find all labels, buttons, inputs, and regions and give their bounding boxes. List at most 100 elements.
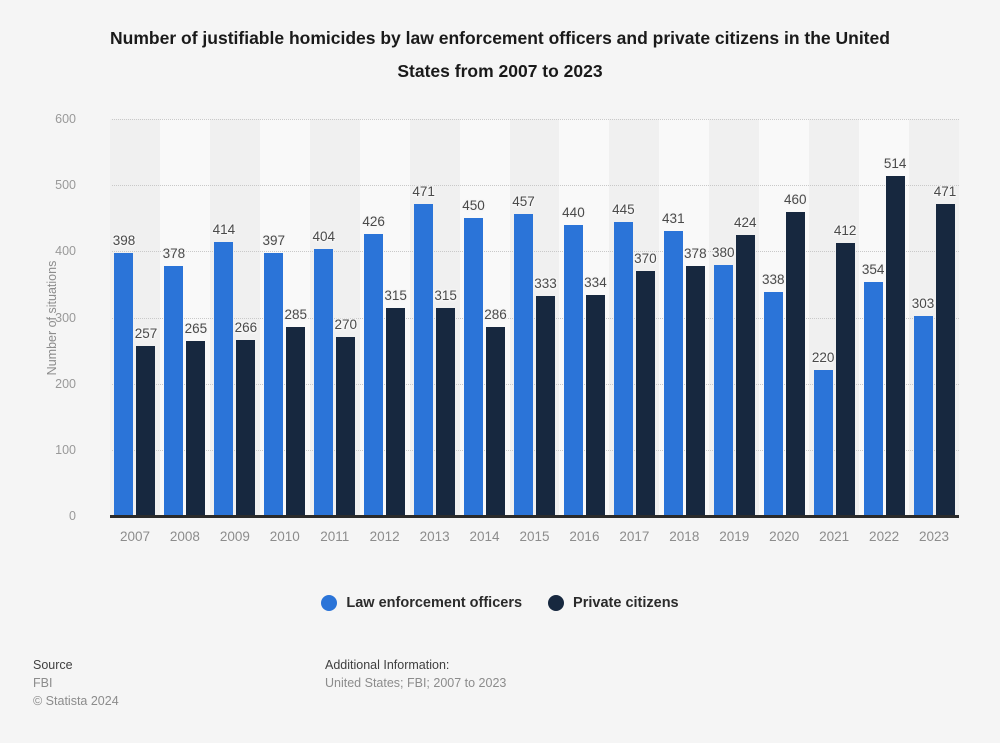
y-tick-label-200: 200 — [55, 376, 76, 391]
legend-label-law-enforcement: Law enforcement officers — [346, 595, 523, 611]
value-label-private-citizens-2014: 286 — [484, 306, 507, 322]
bar-law-enforcement-2020[interactable] — [763, 292, 783, 516]
value-label-private-citizens-2013: 315 — [434, 287, 457, 303]
value-label-law-enforcement-2012: 426 — [362, 214, 385, 230]
bar-private-citizens-2021[interactable] — [835, 243, 855, 516]
bar-law-enforcement-2015[interactable] — [514, 213, 533, 516]
x-tick-label-2021: 2021 — [819, 529, 850, 544]
legend-item-law-enforcement[interactable]: Law enforcement officers — [321, 595, 522, 611]
bar-law-enforcement-2008[interactable] — [164, 265, 184, 516]
y-tick-label-500: 500 — [55, 178, 76, 193]
y-tick-label-300: 300 — [55, 310, 76, 325]
x-axis-line — [110, 515, 959, 518]
bar-law-enforcement-2022[interactable] — [863, 281, 883, 516]
bar-private-citizens-2019[interactable] — [735, 235, 755, 516]
bar-private-citizens-2012[interactable] — [386, 307, 406, 516]
value-label-law-enforcement-2014: 450 — [462, 198, 485, 214]
source-label: Source — [33, 658, 73, 672]
x-tick-label-2018: 2018 — [669, 529, 700, 544]
bar-private-citizens-2007[interactable] — [136, 345, 156, 516]
value-label-private-citizens-2007: 257 — [134, 325, 158, 341]
plot-area: 398 378 414 397 404 426 471 450 457 440 445 431 380 3… — [110, 119, 959, 516]
y-tick-label-100: 100 — [55, 442, 76, 457]
legend-dot-private-citizens-icon — [548, 595, 565, 611]
bar-private-citizens-2011[interactable] — [336, 337, 356, 516]
bar-law-enforcement-2012[interactable] — [364, 234, 384, 516]
value-label-private-citizens-2021: 412 — [833, 223, 857, 239]
bar-private-citizens-2016[interactable] — [585, 295, 605, 516]
bar-private-citizens-2018[interactable] — [685, 265, 705, 516]
bar-private-citizens-2022[interactable] — [885, 175, 905, 516]
gridline-500 — [112, 185, 959, 187]
value-label-private-citizens-2015: 333 — [534, 275, 557, 291]
value-label-private-citizens-2012: 315 — [384, 287, 407, 303]
x-tick-label-2019: 2019 — [719, 529, 750, 544]
legend-item-private-citizens[interactable]: Private citizens — [548, 595, 679, 611]
value-label-private-citizens-2020: 460 — [783, 191, 807, 207]
y-tick-label-600: 600 — [55, 112, 76, 126]
x-tick-label-2020: 2020 — [769, 529, 800, 544]
bar-private-citizens-2017[interactable] — [635, 271, 655, 516]
x-tick-label-2012: 2012 — [369, 529, 400, 544]
bar-private-citizens-2023[interactable] — [935, 204, 955, 516]
bar-private-citizens-2015[interactable] — [536, 295, 555, 516]
x-tick-label-2008: 2008 — [169, 529, 200, 544]
value-label-law-enforcement-2008: 378 — [162, 245, 186, 261]
bar-law-enforcement-2011[interactable] — [314, 248, 334, 516]
x-tick-label-2015: 2015 — [519, 529, 550, 544]
bar-law-enforcement-2023[interactable] — [913, 315, 933, 516]
value-label-law-enforcement-2021: 220 — [811, 350, 835, 366]
value-label-law-enforcement-2023: 303 — [911, 295, 935, 311]
gridline-600 — [112, 119, 959, 120]
legend-label-private-citizens: Private citizens — [573, 595, 679, 611]
y-tick-label-400: 400 — [55, 244, 76, 259]
y-axis: 0 100 200 300 400 500 600 — [0, 112, 90, 523]
value-label-law-enforcement-2016: 440 — [562, 204, 585, 220]
value-label-private-citizens-2017: 370 — [634, 251, 657, 267]
bar-private-citizens-2009[interactable] — [236, 340, 256, 516]
legend-dot-law-enforcement-icon — [321, 595, 338, 611]
chart-title: Number of justifiable homicides by law e… — [110, 28, 890, 81]
bar-law-enforcement-2013[interactable] — [414, 204, 434, 516]
value-label-private-citizens-2022: 514 — [883, 155, 907, 171]
x-tick-label-2007: 2007 — [119, 529, 150, 544]
copyright: © Statista 2024 — [33, 694, 119, 708]
gridline-100 — [112, 449, 959, 451]
bar-private-citizens-2008[interactable] — [186, 340, 206, 516]
bar-law-enforcement-2007[interactable] — [114, 252, 134, 516]
x-tick-label-2017: 2017 — [619, 529, 650, 544]
value-label-private-citizens-2009: 266 — [234, 320, 258, 335]
bar-law-enforcement-2014[interactable] — [464, 218, 484, 516]
bar-private-citizens-2010[interactable] — [286, 327, 306, 516]
x-tick-label-2013: 2013 — [419, 529, 450, 544]
value-label-law-enforcement-2010: 397 — [262, 233, 286, 249]
bar-private-citizens-2014[interactable] — [486, 326, 506, 516]
bar-private-citizens-2013[interactable] — [436, 307, 456, 516]
footer-additional-block: Additional Information: United States; F… — [325, 656, 506, 692]
additional-info-value: United States; FBI; 2007 to 2023 — [325, 676, 507, 690]
value-label-law-enforcement-2015: 457 — [512, 193, 535, 209]
bar-law-enforcement-2016[interactable] — [563, 224, 583, 516]
bar-law-enforcement-2017[interactable] — [613, 221, 633, 516]
source-value: FBI — [33, 676, 53, 690]
value-label-law-enforcement-2007: 398 — [112, 232, 136, 248]
value-label-private-citizens-2010: 285 — [284, 307, 308, 323]
value-label-private-citizens-2011: 270 — [334, 317, 357, 333]
bar-law-enforcement-2019[interactable] — [713, 264, 733, 516]
bar-law-enforcement-2018[interactable] — [663, 230, 683, 516]
value-label-private-citizens-2019: 424 — [733, 215, 757, 231]
footer-source-block: Source FBI © Statista 2024 — [33, 656, 119, 710]
bar-law-enforcement-2009[interactable] — [214, 242, 234, 516]
value-label-private-citizens-2018: 378 — [684, 245, 707, 261]
bar-law-enforcement-2010[interactable] — [264, 253, 284, 516]
x-tick-label-2016: 2016 — [569, 529, 600, 544]
gridline-300 — [112, 317, 959, 319]
value-label-law-enforcement-2011: 404 — [312, 228, 335, 244]
value-label-law-enforcement-2018: 431 — [662, 210, 685, 226]
value-label-law-enforcement-2009: 414 — [212, 222, 236, 238]
y-tick-label-0: 0 — [69, 509, 76, 523]
bar-private-citizens-2020[interactable] — [785, 211, 805, 516]
bar-law-enforcement-2021[interactable] — [813, 370, 833, 516]
gridline-400 — [112, 251, 959, 253]
